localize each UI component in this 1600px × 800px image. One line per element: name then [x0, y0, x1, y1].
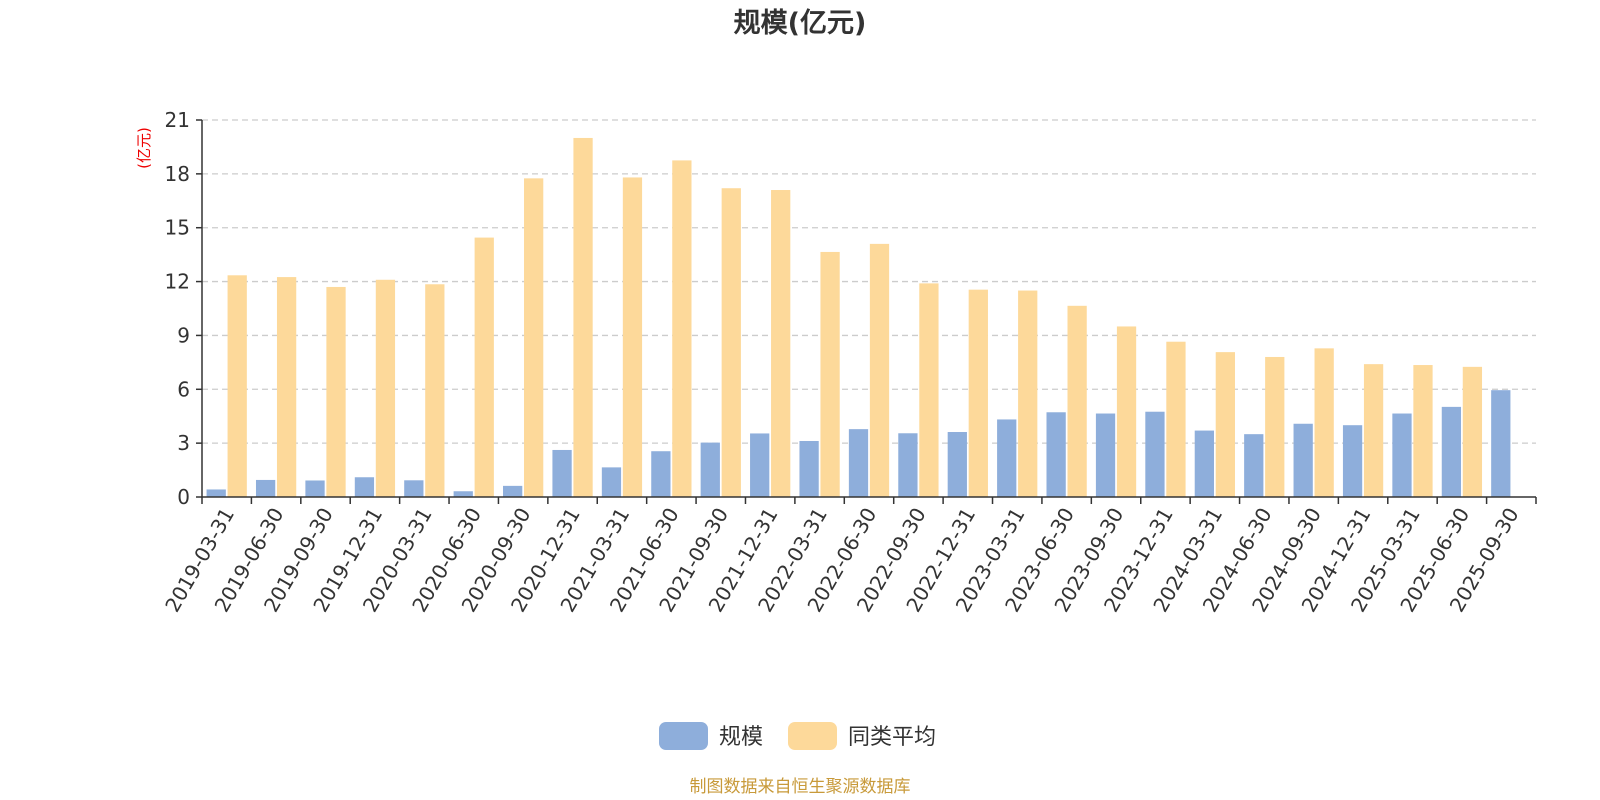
legend: 规模 同类平均 — [659, 722, 936, 750]
bar-scale — [354, 477, 375, 497]
bar-peer-average — [1265, 356, 1285, 497]
bar-scale — [1491, 390, 1511, 497]
bar-scale — [1441, 406, 1462, 497]
y-tick-label: 6 — [177, 377, 190, 401]
grid — [202, 119, 1536, 444]
x-ticks: 2019-03-312019-06-302019-09-302019-12-31… — [160, 497, 1537, 616]
bar-peer-average — [227, 275, 247, 497]
bar-peer-average — [622, 177, 643, 497]
bar-scale — [1244, 434, 1264, 497]
legend-swatch — [659, 722, 708, 750]
bar-scale — [1145, 411, 1165, 497]
y-tick-label: 12 — [165, 270, 190, 294]
bar-scale — [651, 451, 671, 497]
bar-scale — [1342, 425, 1363, 497]
bar-scale — [404, 480, 424, 497]
bar-scale — [947, 432, 967, 497]
y-tick-label: 21 — [165, 108, 190, 132]
bar-peer-average — [1413, 365, 1433, 497]
bar-scale — [255, 479, 276, 497]
bar-scale — [1095, 413, 1116, 497]
axes — [201, 120, 1536, 498]
bar-scale — [1194, 430, 1214, 497]
bar-peer-average — [1363, 364, 1384, 497]
source-note: 制图数据来自恒生聚源数据库 — [690, 777, 911, 797]
legend-label: 规模 — [719, 725, 763, 750]
bar-peer-average — [276, 277, 297, 497]
bar-scale — [453, 491, 473, 497]
bar-peer-average — [721, 188, 741, 497]
bar-scale — [997, 419, 1017, 497]
y-axis-label: (亿元) — [135, 127, 153, 169]
bar-scale — [305, 480, 325, 497]
y-ticks: 0 3 6 9 12 15 18 21 — [165, 108, 202, 509]
bar-scale — [700, 442, 720, 497]
bar-scale — [601, 467, 622, 497]
bar-scale — [206, 489, 226, 497]
bar-peer-average — [326, 286, 346, 497]
y-tick-label: 0 — [177, 485, 190, 509]
bar-scale — [898, 433, 918, 497]
bar-peer-average — [820, 251, 840, 497]
legend-swatch — [788, 722, 837, 750]
y-tick-label: 9 — [177, 323, 190, 347]
y-tick-label: 15 — [165, 216, 190, 240]
bar-scale — [1046, 412, 1066, 497]
bar-peer-average — [474, 237, 494, 498]
bar-peer-average — [968, 289, 988, 497]
bars — [206, 137, 1511, 498]
bar-peer-average — [573, 137, 593, 497]
legend-label: 同类平均 — [848, 725, 936, 750]
bar-peer-average — [1166, 341, 1186, 497]
bar-scale — [552, 449, 572, 497]
y-tick-label: 18 — [165, 162, 190, 186]
bar-peer-average — [1116, 326, 1137, 497]
bar-peer-average — [1314, 348, 1334, 497]
bar-peer-average — [771, 190, 791, 497]
bar-scale — [503, 485, 523, 497]
bar-peer-average — [1067, 305, 1087, 497]
bar-peer-average — [869, 243, 890, 497]
bar-scale — [750, 433, 770, 497]
bar-scale — [1392, 413, 1412, 497]
bar-peer-average — [1462, 366, 1483, 497]
bar-peer-average — [524, 178, 544, 497]
bar-peer-average — [375, 279, 396, 497]
y-tick-label: 3 — [177, 431, 190, 455]
bar-scale — [1293, 423, 1313, 497]
bar-scale — [848, 429, 869, 497]
bar-peer-average — [919, 283, 939, 497]
bar-peer-average — [672, 160, 692, 497]
chart-title: 规模(亿元) — [734, 8, 867, 39]
bar-peer-average — [425, 284, 445, 497]
bar-peer-average — [1018, 290, 1038, 497]
bar-peer-average — [1215, 352, 1235, 497]
bar-scale — [799, 440, 819, 497]
